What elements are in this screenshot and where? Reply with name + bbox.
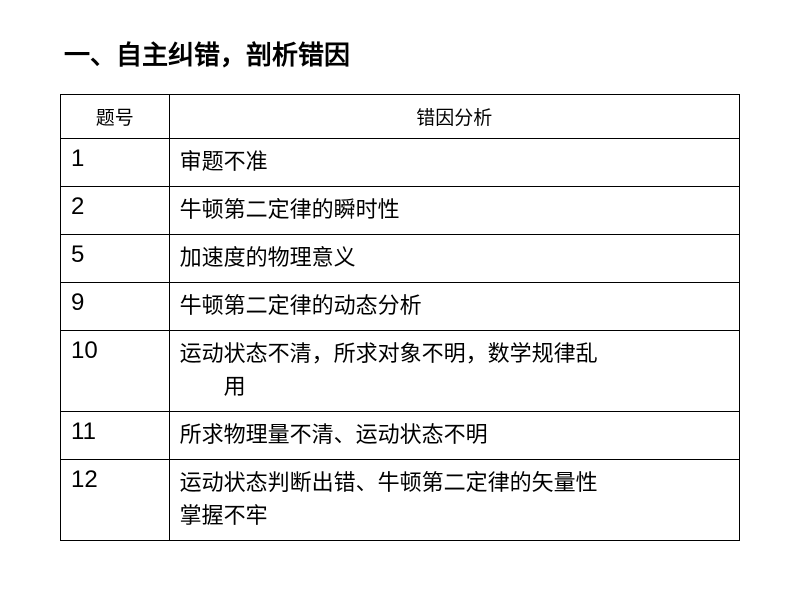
question-number: 10 <box>61 331 170 412</box>
question-number: 11 <box>61 412 170 460</box>
table-header-row: 题号 错因分析 <box>61 95 740 139</box>
table-row: 9 牛顿第二定律的动态分析 <box>61 283 740 331</box>
table-row: 11 所求物理量不清、运动状态不明 <box>61 412 740 460</box>
analysis-text: 牛顿第二定律的动态分析 <box>169 283 739 331</box>
analysis-text: 运动状态判断出错、牛顿第二定律的矢量性 掌握不牢 <box>169 460 739 541</box>
analysis-text: 加速度的物理意义 <box>169 235 739 283</box>
analysis-text-line1: 运动状态判断出错、牛顿第二定律的矢量性 <box>180 470 598 495</box>
table-row: 2 牛顿第二定律的瞬时性 <box>61 187 740 235</box>
question-number: 1 <box>61 139 170 187</box>
question-number: 5 <box>61 235 170 283</box>
table-row: 12 运动状态判断出错、牛顿第二定律的矢量性 掌握不牢 <box>61 460 740 541</box>
analysis-text-line1: 运动状态不清，所求对象不明，数学规律乱 <box>180 341 598 366</box>
section-title: 一、自主纠错，剖析错因 <box>60 35 740 72</box>
header-analysis: 错因分析 <box>169 95 739 139</box>
header-question-number: 题号 <box>61 95 170 139</box>
table-row: 5 加速度的物理意义 <box>61 235 740 283</box>
analysis-text: 所求物理量不清、运动状态不明 <box>169 412 739 460</box>
question-number: 12 <box>61 460 170 541</box>
table-row: 10 运动状态不清，所求对象不明，数学规律乱 用 <box>61 331 740 412</box>
error-analysis-table: 题号 错因分析 1 审题不准 2 牛顿第二定律的瞬时性 5 加速度的物理意义 9… <box>60 94 740 541</box>
question-number: 9 <box>61 283 170 331</box>
question-number: 2 <box>61 187 170 235</box>
analysis-text: 运动状态不清，所求对象不明，数学规律乱 用 <box>169 331 739 412</box>
analysis-text-line2: 掌握不牢 <box>180 503 268 528</box>
analysis-text-line2: 用 <box>180 370 729 403</box>
analysis-text: 审题不准 <box>169 139 739 187</box>
analysis-text: 牛顿第二定律的瞬时性 <box>169 187 739 235</box>
table-row: 1 审题不准 <box>61 139 740 187</box>
